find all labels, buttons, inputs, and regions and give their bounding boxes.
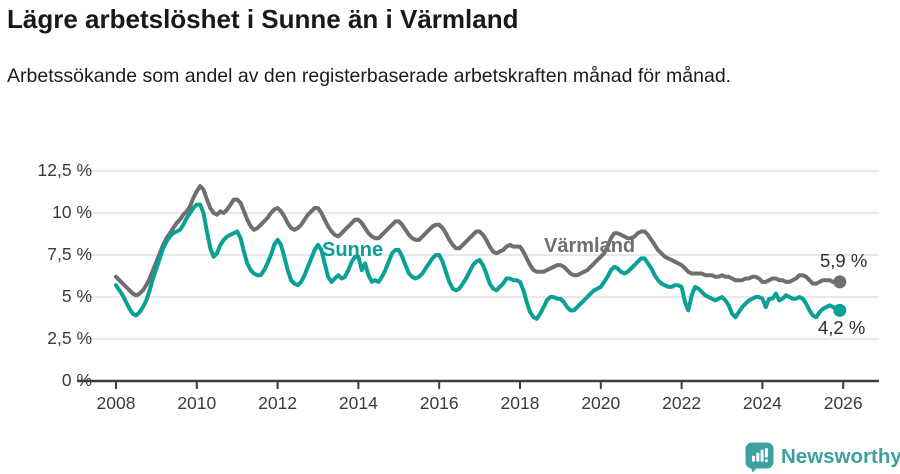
series-label-varmland: Värmland xyxy=(544,235,636,257)
x-axis-label: 2022 xyxy=(662,393,702,413)
series-end-dot-sunne xyxy=(833,303,847,317)
x-axis-label: 2020 xyxy=(581,393,621,413)
brand-name: Newsworthy xyxy=(781,445,900,468)
x-axis-label: 2026 xyxy=(823,393,863,413)
x-axis-label: 2010 xyxy=(177,393,217,413)
x-axis-label: 2018 xyxy=(500,393,540,413)
x-axis-label: 2024 xyxy=(742,393,782,413)
y-axis-label: 0 % xyxy=(61,370,92,390)
series-label-sunne: Sunne xyxy=(322,239,384,261)
y-axis-label: 7,5 % xyxy=(47,244,92,264)
y-axis-label: 12,5 % xyxy=(37,160,92,180)
series-line-varmland xyxy=(114,184,842,298)
y-axis-label: 5 % xyxy=(61,286,92,306)
value-label-varmland: 5,9 % xyxy=(820,250,868,271)
y-axis-label: 10 % xyxy=(52,202,92,222)
x-axis-label: 2012 xyxy=(258,393,298,413)
chart-subtitle: Arbetssökande som andel av den registerb… xyxy=(7,65,732,87)
value-label-sunne: 4,2 % xyxy=(818,317,866,338)
x-axis-label: 2014 xyxy=(338,393,378,413)
series-line-sunne xyxy=(114,202,842,321)
y-axis-label: 2,5 % xyxy=(47,328,92,348)
brand-footer: Newsworthy xyxy=(744,441,900,473)
newsworthy-logo-icon xyxy=(745,442,774,473)
series-end-dot-varmland xyxy=(833,275,847,289)
chart-title: Lägre arbetslöshet i Sunne än i Värmland xyxy=(7,4,519,34)
x-axis-label: 2016 xyxy=(419,393,459,413)
x-axis-label: 2008 xyxy=(96,393,136,413)
